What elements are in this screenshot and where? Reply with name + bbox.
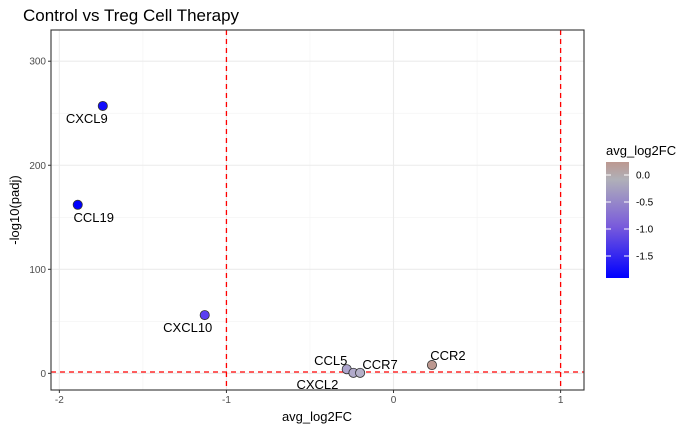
point-label: CCR7 xyxy=(362,357,397,372)
y-tick-label: 300 xyxy=(29,57,46,68)
x-tick-label: -2 xyxy=(55,395,64,406)
point-ccr2 xyxy=(426,360,437,371)
point-label: CXCL2 xyxy=(296,377,338,392)
y-tick-label: 100 xyxy=(29,265,46,276)
point-ccr7 xyxy=(355,367,366,378)
legend-colorbar xyxy=(606,162,629,278)
legend-title: avg_log2FC xyxy=(606,143,676,158)
point-cxcl9 xyxy=(97,100,108,111)
y-tick-label: 0 xyxy=(40,369,46,380)
point-ccl19 xyxy=(72,199,83,210)
color-legend: avg_log2FC 0.0 -0.5 -1.0 -1.5 xyxy=(606,143,676,278)
plot-panel: CXCL9 CCL19 CXCL10 CCL5 CXCL2 CCR7 CCR2 xyxy=(50,29,585,392)
y-axis-title: -log10(padj) xyxy=(7,175,22,244)
legend-tick-label: 0.0 xyxy=(636,171,650,182)
point-label: CXCL10 xyxy=(163,320,212,335)
point-label: CXCL9 xyxy=(66,111,108,126)
legend-tick-label: -1.5 xyxy=(636,252,654,263)
panel-border xyxy=(50,29,585,391)
x-tick-label: -1 xyxy=(222,395,231,406)
x-axis-title: avg_log2FC xyxy=(282,409,352,424)
legend-tick-label: -0.5 xyxy=(636,198,654,209)
panel-background xyxy=(51,30,584,390)
chart-title: Control vs Treg Cell Therapy xyxy=(23,6,240,25)
point-label: CCL5 xyxy=(314,353,347,368)
y-tick-label: 200 xyxy=(29,161,46,172)
point-label: CCL19 xyxy=(73,210,113,225)
x-tick-label: 0 xyxy=(391,395,397,406)
y-axis: 0 100 200 300 xyxy=(29,57,51,380)
point-label: CCR2 xyxy=(430,348,465,363)
x-tick-label: 1 xyxy=(558,395,564,406)
points: CXCL9 CCL19 CXCL10 CCL5 CXCL2 CCR7 CCR2 xyxy=(66,100,466,392)
legend-tick-label: -1.0 xyxy=(636,225,654,236)
x-axis: -2 -1 0 1 xyxy=(55,390,564,406)
point-cxcl10 xyxy=(199,310,210,321)
